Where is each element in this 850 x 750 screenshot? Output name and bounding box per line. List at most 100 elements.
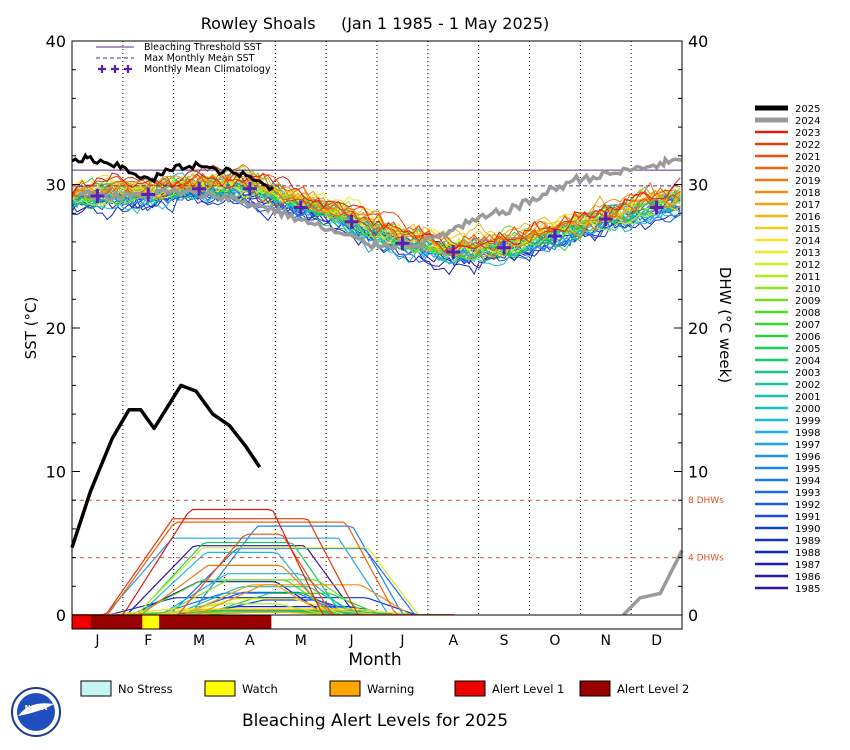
noaa-logo-text: NOAA	[25, 704, 48, 712]
year-legend-label-1994: 1994	[795, 476, 820, 487]
alert-segment	[90, 615, 142, 629]
year-legend-label-2013: 2013	[795, 248, 820, 259]
axis-ticks: 0 010 1020 2030 3040 40J F M A M J J A S O N D	[46, 32, 709, 649]
alert-level-legend: No Stress Watch Warning Alert Level 1 Alert …	[81, 681, 689, 696]
year-legend-label-2004: 2004	[795, 356, 820, 367]
year-legend-label-2024: 2024	[795, 116, 820, 127]
year-legend-label-2018: 2018	[795, 188, 820, 199]
bleaching-chart-page: 8 DHWs 4 DHWs 0 0 10 10 20 20 30 30 40 40 J F M A M J J A S…	[0, 0, 850, 750]
alert-legend-swatch	[580, 681, 610, 696]
alert-legend-label: Alert Level 2	[617, 682, 689, 696]
chart-title: Rowley Shoals (Jan 1 1985 - 1 May 2025)	[201, 14, 550, 33]
alert-bar	[72, 615, 682, 629]
year-legend-label-2023: 2023	[795, 128, 820, 139]
year-legend-label-1987: 1987	[795, 560, 820, 571]
year-legend-label-1998: 1998	[795, 428, 820, 439]
alert-legend-label: No Stress	[118, 682, 173, 696]
year-legend: 2025202420232022202120202019201820172016…	[755, 104, 820, 595]
alert-legend-swatch	[330, 681, 360, 696]
year-legend-label-2007: 2007	[795, 320, 820, 331]
year-legend-label-1993: 1993	[795, 488, 820, 499]
x-tick-label-month: M	[193, 633, 205, 649]
year-legend-label-2006: 2006	[795, 332, 820, 343]
year-legend-label-1992: 1992	[795, 500, 820, 511]
y-tick-label-right: 20	[688, 319, 708, 338]
y-tick-label-right: 40	[688, 32, 708, 51]
month-gridlines	[123, 41, 631, 615]
x-tick-label-month: S	[500, 633, 509, 649]
alert-segment	[142, 615, 159, 629]
x-tick-label-month: O	[549, 633, 560, 649]
year-legend-label-2005: 2005	[795, 344, 820, 355]
y-tick-label-right: 10	[688, 463, 708, 482]
year-legend-label-2022: 2022	[795, 140, 820, 151]
alert-legend-title: Bleaching Alert Levels for 2025	[242, 711, 508, 731]
y-tick-label-left: 30	[46, 176, 66, 195]
dhw-trace-2021	[72, 534, 454, 615]
year-legend-label-1996: 1996	[795, 452, 820, 463]
alert-segment	[159, 615, 271, 629]
year-legend-label-2000: 2000	[795, 404, 820, 415]
year-legend-label-2010: 2010	[795, 284, 820, 295]
year-legend-label-2017: 2017	[795, 200, 820, 211]
alert-segment	[271, 615, 682, 629]
alert-legend-label: Warning	[367, 682, 414, 696]
dhw-year-traces	[72, 510, 454, 616]
year-legend-label-1988: 1988	[795, 548, 820, 559]
year-legend-label-2001: 2001	[795, 392, 820, 403]
year-legend-label-2002: 2002	[795, 380, 820, 391]
year-legend-label-1989: 1989	[795, 536, 820, 547]
dhw-ref-label-8: 8 DHWs	[688, 496, 724, 506]
year-legend-label-2021: 2021	[795, 152, 820, 163]
legend-swatch-plus	[111, 65, 119, 73]
sst-dhw-chart: 8 DHWs4 DHWs 0 010 1020 2030 3040 40J F M A M J J A S…	[0, 0, 850, 750]
legend-label: Monthly Mean Climatology	[144, 64, 271, 75]
year-legend-label-1986: 1986	[795, 572, 820, 583]
y-tick-label-left: 40	[46, 32, 66, 51]
y-tick-label-right: 30	[688, 176, 708, 195]
y-axis-label-left: SST (°C)	[22, 297, 40, 360]
alert-segment	[72, 615, 90, 629]
year-legend-label-2015: 2015	[795, 224, 820, 235]
year-legend-label-1990: 1990	[795, 524, 820, 535]
year-legend-label-1985: 1985	[795, 584, 820, 595]
year-legend-label-2012: 2012	[795, 260, 820, 271]
year-legend-label-2016: 2016	[795, 212, 820, 223]
dhw-trace-2024	[623, 550, 682, 615]
x-tick-label-month: F	[144, 633, 152, 649]
x-tick-label-month: M	[295, 633, 307, 649]
x-tick-label-month: N	[601, 633, 611, 649]
x-tick-label-month: A	[245, 633, 255, 649]
legend-swatch-plus	[124, 65, 132, 73]
y-tick-label-right: 0	[688, 606, 698, 625]
year-legend-label-2020: 2020	[795, 164, 820, 175]
year-legend-label-2003: 2003	[795, 368, 820, 379]
legend-label: Max Monthly Mean SST	[144, 53, 255, 64]
x-axis-label: Month	[348, 650, 401, 670]
year-legend-label-2019: 2019	[795, 176, 820, 187]
dhw-trace-1995	[72, 526, 454, 615]
year-legend-label-1999: 1999	[795, 416, 820, 427]
x-tick-label-month: D	[651, 633, 662, 649]
year-legend-label-2014: 2014	[795, 236, 820, 247]
x-tick-label-month: J	[399, 633, 404, 649]
year-legend-label-2008: 2008	[795, 308, 820, 319]
x-tick-label-month: J	[94, 633, 99, 649]
y-axis-label-right: DHW (°C week)	[716, 267, 734, 383]
plot-frame	[72, 41, 682, 615]
x-tick-label-month: J	[349, 633, 354, 649]
dhw-trace-2020	[72, 522, 454, 615]
dhw-trace-2025	[72, 385, 260, 547]
year-legend-label-2025: 2025	[795, 104, 820, 115]
legend-swatch-plus	[98, 65, 106, 73]
y-tick-label-left: 20	[46, 319, 66, 338]
alert-legend-swatch	[205, 681, 235, 696]
x-tick-label-month: A	[448, 633, 458, 649]
alert-legend-label: Watch	[242, 682, 278, 696]
alert-legend-swatch	[455, 681, 485, 696]
noaa-logo: NOAA	[12, 688, 60, 736]
alert-legend-label: Alert Level 1	[492, 682, 564, 696]
y-tick-label-left: 10	[46, 463, 66, 482]
year-legend-label-1995: 1995	[795, 464, 820, 475]
